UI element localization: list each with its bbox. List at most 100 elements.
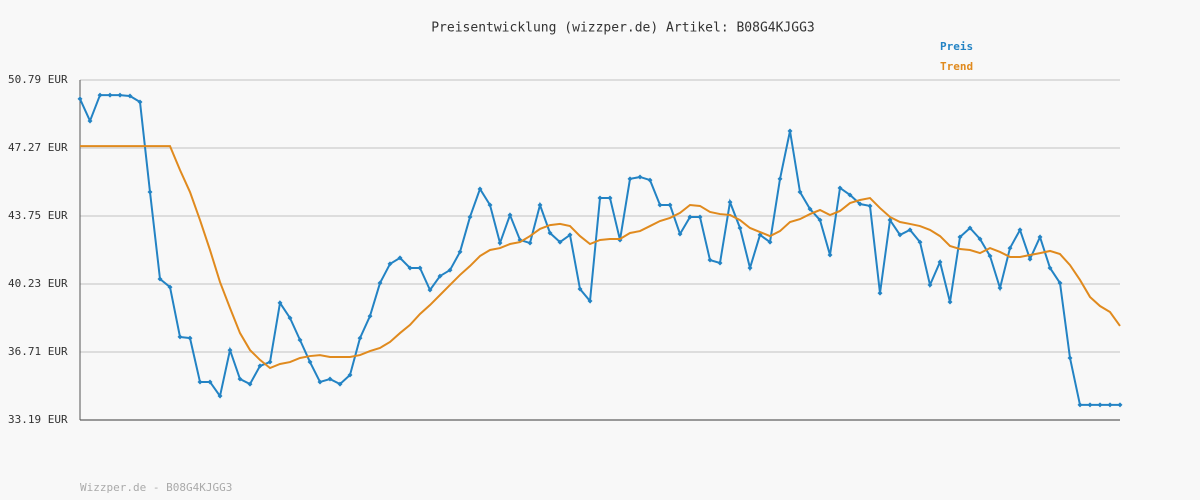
point: [1007, 245, 1013, 251]
point: [1047, 265, 1053, 271]
point: [707, 257, 713, 263]
legend-label: Trend: [940, 60, 973, 73]
point: [877, 290, 883, 296]
point: [437, 273, 443, 279]
point: [477, 186, 483, 192]
point: [687, 214, 693, 220]
point: [647, 177, 653, 183]
point: [557, 239, 563, 245]
y-tick-label: 40.23 EUR: [8, 277, 68, 290]
point: [97, 92, 103, 98]
point: [187, 335, 193, 341]
point: [787, 128, 793, 134]
point: [237, 376, 243, 382]
point: [167, 284, 173, 290]
point: [207, 379, 213, 385]
point: [397, 255, 403, 261]
point: [347, 372, 353, 378]
point: [797, 189, 803, 195]
point: [417, 265, 423, 271]
point: [127, 93, 133, 99]
point: [767, 239, 773, 245]
point: [1037, 234, 1043, 240]
point: [427, 287, 433, 293]
point: [957, 234, 963, 240]
point: [737, 225, 743, 231]
point: [267, 359, 273, 365]
point: [627, 176, 633, 182]
y-tick-label: 33.19 EUR: [8, 413, 68, 426]
point: [327, 376, 333, 382]
point: [177, 334, 183, 340]
point: [1017, 227, 1023, 233]
point: [937, 259, 943, 265]
y-tick-label: 43.75 EUR: [8, 209, 68, 222]
point: [297, 337, 303, 343]
point: [747, 265, 753, 271]
point: [637, 174, 643, 180]
point: [227, 347, 233, 353]
point: [147, 189, 153, 195]
point: [817, 217, 823, 223]
point: [777, 176, 783, 182]
point: [897, 232, 903, 238]
point: [1027, 256, 1033, 262]
point: [997, 285, 1003, 291]
point: [157, 276, 163, 282]
point: [567, 232, 573, 238]
point: [117, 92, 123, 98]
point: [1097, 402, 1103, 408]
footer: Wizzper.de - B08G4KJGG3: [80, 481, 232, 494]
point: [807, 206, 813, 212]
point: [307, 359, 313, 365]
point: [697, 214, 703, 220]
y-tick-label: 47.27 EUR: [8, 141, 68, 154]
point: [387, 261, 393, 267]
point: [487, 202, 493, 208]
point: [497, 240, 503, 246]
point: [657, 202, 663, 208]
point: [717, 260, 723, 266]
point: [597, 195, 603, 201]
point: [977, 236, 983, 242]
point: [987, 253, 993, 259]
point: [197, 379, 203, 385]
y-tick-label: 50.79 EUR: [8, 73, 68, 86]
point: [217, 393, 223, 399]
point: [577, 286, 583, 292]
point: [867, 203, 873, 209]
point: [757, 232, 763, 238]
point: [507, 212, 513, 218]
point: [727, 199, 733, 205]
point: [827, 252, 833, 258]
point: [967, 225, 973, 231]
point: [457, 249, 463, 255]
point: [1067, 355, 1073, 361]
point: [407, 265, 413, 271]
point: [77, 96, 83, 102]
point: [287, 315, 293, 321]
legend-label: Preis: [940, 40, 973, 53]
point: [527, 240, 533, 246]
point: [907, 227, 913, 233]
point: [367, 313, 373, 319]
point: [247, 381, 253, 387]
y-tick-label: 36.71 EUR: [8, 345, 68, 358]
point: [677, 231, 683, 237]
point: [107, 92, 113, 98]
point: [947, 299, 953, 305]
point: [257, 363, 263, 369]
point: [1057, 280, 1063, 286]
point: [887, 217, 893, 223]
point: [667, 202, 673, 208]
point: [277, 300, 283, 306]
series-line: [80, 145, 1121, 370]
point: [357, 335, 363, 341]
point: [337, 381, 343, 387]
point: [537, 202, 543, 208]
point: [87, 118, 93, 124]
point: [837, 185, 843, 191]
point: [137, 99, 143, 105]
point: [467, 214, 473, 220]
point: [607, 195, 613, 201]
